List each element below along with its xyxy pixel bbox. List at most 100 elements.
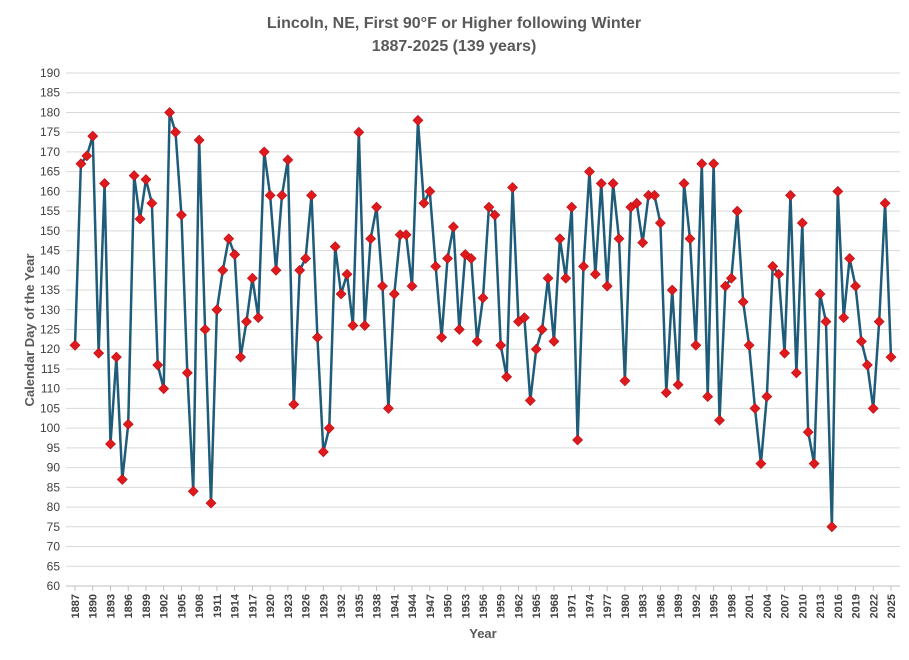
x-tick-label: 1893 — [105, 594, 117, 618]
data-point-marker — [649, 189, 660, 201]
x-tick-label: 1920 — [265, 594, 277, 618]
data-point-marker — [637, 237, 649, 249]
data-point-marker — [631, 197, 643, 209]
data-point-marker — [731, 205, 743, 217]
data-point-marker — [737, 296, 749, 308]
data-point-marker — [430, 260, 442, 272]
data-point-marker — [235, 351, 246, 363]
data-point-marker — [312, 331, 323, 343]
data-point-marker — [761, 391, 773, 403]
data-point-marker — [660, 387, 672, 399]
x-tick-label: 1950 — [443, 594, 455, 618]
data-point-marker — [779, 347, 790, 359]
data-point-marker — [542, 272, 554, 284]
x-tick-label: 1986 — [655, 594, 667, 618]
x-tick-label: 1968 — [549, 594, 561, 618]
x-tick-label: 1908 — [194, 594, 206, 618]
data-point-marker — [507, 182, 518, 193]
data-point-marker — [471, 335, 483, 347]
x-tick-label: 2010 — [797, 594, 809, 618]
y-tick-label: 105 — [40, 401, 60, 415]
data-point-marker — [861, 359, 873, 371]
gridlines — [66, 72, 900, 587]
data-point-marker — [323, 422, 335, 434]
x-tick-label: 1983 — [638, 594, 650, 618]
y-tick-label: 100 — [40, 421, 60, 435]
data-point-marker — [773, 268, 785, 280]
data-point-marker — [566, 201, 578, 213]
y-tick-label: 190 — [40, 66, 60, 80]
data-point-marker — [359, 320, 371, 331]
x-tick-label: 2013 — [815, 594, 827, 618]
data-point-marker — [767, 260, 779, 272]
data-point-marker — [690, 339, 702, 351]
data-point-marker — [229, 249, 241, 260]
data-point-marker — [548, 335, 560, 347]
data-point-marker — [270, 264, 282, 276]
data-point-marker — [418, 197, 430, 209]
axes — [66, 585, 900, 591]
x-tick-label: 1977 — [602, 594, 614, 618]
data-point-marker — [152, 359, 164, 371]
data-point-marker — [666, 284, 678, 296]
data-point-marker — [87, 130, 99, 142]
data-point-marker — [176, 209, 187, 221]
y-tick-label: 60 — [47, 579, 61, 593]
data-point-marker — [128, 170, 140, 182]
y-axis-label: Calendar Day of the Year — [22, 254, 37, 407]
data-point-marker — [672, 379, 684, 391]
data-point-marker — [146, 197, 158, 209]
x-tick-label: 1917 — [247, 594, 259, 618]
data-point-marker — [601, 280, 613, 292]
x-tick-label: 1944 — [407, 593, 419, 618]
data-point-marker — [116, 474, 128, 485]
data-point-marker — [122, 418, 134, 430]
data-point-marker — [353, 126, 365, 138]
data-point-marker — [749, 402, 761, 414]
data-point-marker — [654, 217, 666, 229]
data-point-marker — [436, 331, 448, 343]
y-tick-label: 160 — [40, 184, 60, 198]
data-point-marker — [288, 399, 300, 410]
data-point-marker — [382, 402, 394, 414]
x-axis-label: Year — [469, 626, 496, 641]
data-point-marker — [400, 229, 412, 241]
y-tick-label: 130 — [40, 303, 60, 317]
x-tick-label: 1911 — [212, 594, 224, 618]
x-tick-label: 1956 — [478, 594, 490, 618]
data-point-marker — [530, 343, 542, 355]
data-point-marker — [217, 264, 229, 276]
data-point-marker — [832, 185, 844, 197]
chart-title: Lincoln, NE, First 90°F or Higher follow… — [267, 15, 641, 32]
data-point-marker — [483, 201, 495, 213]
data-point-marker — [158, 383, 170, 395]
y-tick-label: 125 — [40, 323, 60, 337]
data-point-marker — [790, 367, 802, 379]
data-point-marker — [105, 438, 116, 450]
data-point-marker — [170, 126, 181, 138]
data-point-marker — [850, 280, 861, 292]
data-point-marker — [164, 107, 176, 118]
y-tick-labels: 60 65 70 75 80 85 90 95 100 105 110 115 120 125 130 135… — [40, 66, 60, 593]
data-point-marker — [477, 292, 489, 304]
y-tick-label: 135 — [40, 283, 60, 297]
x-tick-label: 1929 — [318, 594, 330, 618]
data-point-marker — [595, 178, 607, 189]
data-point-marker — [684, 233, 696, 245]
data-point-marker — [223, 233, 235, 245]
data-point-marker — [241, 316, 252, 328]
data-point-marker — [879, 197, 891, 209]
x-tick-label: 2025 — [886, 594, 898, 618]
x-tick-label: 1992 — [691, 594, 703, 618]
data-point-marker — [702, 391, 714, 403]
data-point-marker — [276, 189, 288, 201]
data-point-marker — [501, 371, 513, 383]
x-tick-label: 1965 — [531, 594, 543, 618]
y-tick-label: 115 — [41, 362, 60, 376]
data-point-marker — [536, 324, 548, 335]
x-tick-label: 1971 — [567, 594, 579, 618]
data-point-marker — [246, 272, 258, 284]
data-point-marker — [300, 253, 312, 264]
